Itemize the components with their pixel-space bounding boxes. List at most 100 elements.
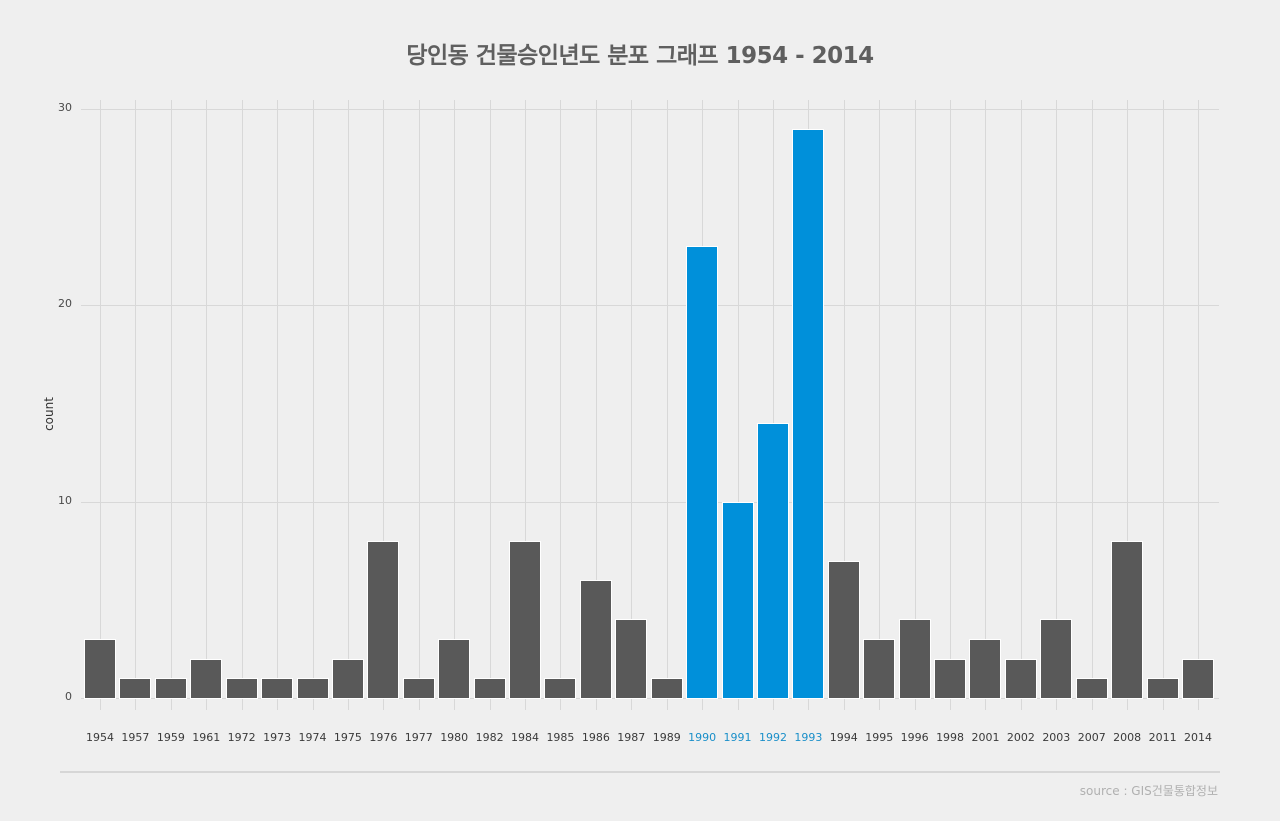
v-gridline <box>383 100 385 710</box>
x-tick-label: 1959 <box>156 731 185 744</box>
bar-1987 <box>615 619 648 699</box>
v-gridline <box>135 100 137 710</box>
x-tick-label: 1989 <box>652 731 681 744</box>
bar-1957 <box>119 678 152 699</box>
v-gridline <box>1127 100 1129 710</box>
bar-1994 <box>827 560 860 699</box>
bar-1982 <box>473 678 506 699</box>
x-tick-label: 2001 <box>971 731 1000 744</box>
bar-1954 <box>84 639 116 699</box>
bar-2007 <box>1075 678 1108 699</box>
v-gridline <box>560 100 562 710</box>
v-gridline <box>914 100 916 710</box>
x-tick-label: 1961 <box>192 731 221 744</box>
x-tick-label: 1982 <box>475 731 504 744</box>
h-gridline <box>81 698 1219 699</box>
bar-1985 <box>544 678 577 699</box>
x-tick-label: 1957 <box>121 731 150 744</box>
y-tick-label: 20 <box>58 297 72 311</box>
v-gridline <box>666 100 668 710</box>
v-gridline <box>1020 100 1022 710</box>
x-tick-label: 2007 <box>1077 731 1106 744</box>
v-gridline <box>525 100 527 710</box>
y-tick-label: 0 <box>65 690 72 703</box>
bar-2001 <box>969 639 1002 699</box>
x-tick-label: 2014 <box>1184 731 1212 744</box>
bar-2002 <box>1004 658 1037 699</box>
bar-1973 <box>261 678 294 699</box>
v-gridline <box>595 100 597 710</box>
v-gridline <box>312 100 314 710</box>
bar-1995 <box>863 639 896 699</box>
bar-1961 <box>190 658 223 699</box>
y-axis-label: count <box>42 397 56 431</box>
v-gridline <box>1162 100 1164 710</box>
bar-1984 <box>509 540 542 699</box>
x-tick-label: 1984 <box>511 731 540 744</box>
plot-area <box>81 100 1219 710</box>
x-tick-label: 1992 <box>758 731 787 744</box>
bar-1991 <box>721 501 754 699</box>
bar-1972 <box>225 678 258 699</box>
v-gridline <box>772 100 774 710</box>
x-tick-label: 1998 <box>936 731 965 744</box>
v-gridline <box>737 100 739 710</box>
x-tick-label: 1990 <box>688 731 717 744</box>
bar-1974 <box>296 678 329 699</box>
chart-title: 당인동 건물승인년도 분포 그래프 1954 - 2014 <box>406 43 874 69</box>
bar-1980 <box>438 639 471 699</box>
v-gridline <box>454 100 456 710</box>
y-tick-label: 30 <box>58 101 72 114</box>
x-tick-label: 2002 <box>1006 731 1035 744</box>
bar-1989 <box>650 678 683 699</box>
bar-2003 <box>1040 619 1073 699</box>
h-gridline <box>81 109 1219 110</box>
x-tick-label: 2011 <box>1148 731 1177 744</box>
bar-2008 <box>1111 540 1144 699</box>
bar-1959 <box>154 678 187 699</box>
x-tick-label: 1994 <box>829 731 858 744</box>
h-gridline <box>81 501 1219 503</box>
x-tick-label: 1976 <box>369 731 398 744</box>
y-tick-label: 10 <box>58 493 72 507</box>
bar-1992 <box>756 423 789 699</box>
x-tick-label: 1980 <box>440 731 469 744</box>
v-gridline <box>1091 100 1093 710</box>
x-tick-label: 1996 <box>900 731 929 744</box>
v-gridline <box>985 100 987 710</box>
bar-1976 <box>367 540 400 699</box>
v-gridline <box>206 100 208 710</box>
bar-1977 <box>402 678 435 699</box>
bar-1998 <box>934 658 967 699</box>
bar-1990 <box>686 246 719 699</box>
bar-1996 <box>898 619 931 699</box>
bar-1975 <box>331 658 364 699</box>
v-gridline <box>277 100 279 710</box>
footer-divider <box>60 771 1220 773</box>
bar-2011 <box>1146 678 1179 699</box>
bar-2014 <box>1182 658 1214 699</box>
x-tick-label: 1977 <box>404 731 433 744</box>
x-tick-label: 1986 <box>581 731 610 744</box>
h-gridline <box>81 305 1219 307</box>
v-gridline <box>631 100 633 710</box>
v-gridline <box>241 100 243 710</box>
v-gridline <box>1198 100 1199 710</box>
x-tick-label: 1954 <box>86 731 114 744</box>
x-tick-label: 1995 <box>865 731 894 744</box>
x-tick-label: 1973 <box>263 731 292 744</box>
v-gridline <box>879 100 881 710</box>
x-tick-label: 2008 <box>1113 731 1142 744</box>
x-tick-label: 1991 <box>723 731 752 744</box>
v-gridline <box>418 100 420 710</box>
x-tick-label: 1985 <box>546 731 575 744</box>
x-tick-label: 1972 <box>227 731 256 744</box>
x-tick-label: 1975 <box>333 731 362 744</box>
x-tick-label: 2003 <box>1042 731 1071 744</box>
source-note: source : GIS건물통합정보 <box>1079 784 1218 798</box>
v-gridline <box>100 100 101 710</box>
v-gridline <box>1056 100 1058 710</box>
v-gridline <box>950 100 952 710</box>
x-tick-label: 1974 <box>298 731 327 744</box>
bar-1993 <box>792 128 825 699</box>
